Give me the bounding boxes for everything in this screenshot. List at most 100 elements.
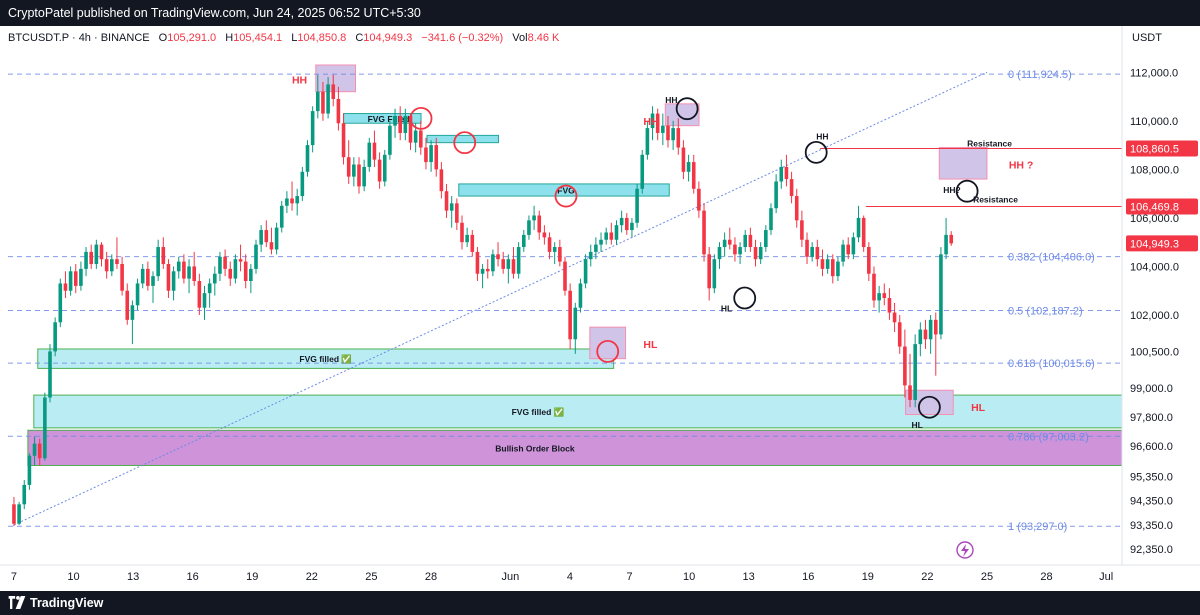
candle-body <box>130 305 135 320</box>
candle-body <box>94 244 99 265</box>
annotation-label: HH? <box>943 185 960 195</box>
candle-body <box>537 215 542 233</box>
candle-body <box>444 191 449 211</box>
time-axis-tick: 10 <box>67 571 79 583</box>
time-axis-tick: 22 <box>921 571 933 583</box>
candle-body <box>413 130 418 143</box>
candle-body <box>671 128 675 141</box>
time-axis-tick: 13 <box>127 571 139 583</box>
zone-hh_box <box>315 64 357 93</box>
candle-body <box>48 351 52 398</box>
candle-body <box>897 322 902 347</box>
candle-body <box>676 128 681 148</box>
candle-body <box>830 259 835 277</box>
candle-body <box>228 268 233 279</box>
candle-body <box>645 128 650 155</box>
pivot-circle-marker <box>596 340 620 363</box>
annotation-label: HH ? <box>1009 160 1033 172</box>
candle-body <box>207 283 212 294</box>
fib-level-label: 0.382 (104,406.0) <box>1008 252 1095 264</box>
annotation-label: HH <box>292 75 307 87</box>
candle-body <box>176 261 181 272</box>
pivot-circle-marker <box>917 395 941 419</box>
candle-body <box>547 237 552 252</box>
candle-body <box>599 239 603 245</box>
candle-body <box>73 271 78 286</box>
candle-body <box>815 247 820 260</box>
candle-body <box>357 164 361 187</box>
price-axis-tick: 99,000.0 <box>1130 383 1173 395</box>
candle-body <box>851 237 856 255</box>
candle-body <box>588 251 593 260</box>
candle-body <box>233 259 238 279</box>
candle-body <box>702 210 706 255</box>
candle-body <box>146 268 150 286</box>
low-label: L <box>291 32 298 44</box>
time-axis-tick: Jul <box>1099 571 1113 583</box>
currency-label: USDT <box>1132 32 1162 44</box>
candle-body <box>661 125 665 133</box>
candle-body <box>913 344 917 400</box>
candle-body <box>485 268 490 272</box>
candle-body <box>120 264 124 291</box>
pivot-circle-marker <box>733 286 757 310</box>
annotation-label: HL <box>971 402 986 414</box>
candle-body <box>516 247 521 274</box>
price-tag-text: 104,949.3 <box>1130 238 1179 250</box>
zone-label: Bullish Order Block <box>495 443 575 453</box>
price-axis <box>1122 48 1200 565</box>
candle-body <box>856 217 861 238</box>
candle-body <box>784 166 789 180</box>
candle-body <box>923 329 928 340</box>
open-value: 105,291.0 <box>167 32 217 44</box>
plot-area <box>8 48 1122 565</box>
pivot-circle-marker <box>453 131 477 155</box>
pivot-circle-marker <box>554 184 578 208</box>
time-axis-tick: 22 <box>306 571 318 583</box>
candle-body <box>398 115 402 133</box>
candle-body <box>274 227 279 250</box>
trend-line <box>13 71 988 526</box>
candle-body <box>681 147 686 172</box>
candle-body <box>377 159 382 182</box>
candle-body <box>686 162 691 172</box>
candle-body <box>79 268 83 286</box>
zone-label: FVG filled ✅ <box>299 354 352 364</box>
zone-hh_box <box>905 389 954 416</box>
candle-body <box>37 443 42 459</box>
candle-body <box>367 142 372 167</box>
time-axis-tick: 25 <box>981 571 993 583</box>
candle-body <box>779 166 784 182</box>
zone-label: FVG Filled <box>368 114 410 124</box>
candle-body <box>403 115 408 133</box>
close-value: 104,949.3 <box>363 32 413 44</box>
price-axis-tick: 102,000.0 <box>1130 310 1179 322</box>
annotation-label: HH <box>665 95 677 105</box>
candle-body <box>295 196 299 204</box>
price-axis-tick: 112,000.0 <box>1130 67 1178 79</box>
candle-body <box>238 259 243 262</box>
price-tag-text: 106,469.8 <box>1130 202 1179 214</box>
candle-body <box>527 220 531 235</box>
price-tag <box>1126 235 1198 252</box>
symbol-header: BTCUSDT.P · 4h · BINANCE O105,291.0 H105… <box>8 32 559 44</box>
candle-body <box>789 179 794 197</box>
candle-body <box>135 283 140 306</box>
candle-body <box>449 203 454 211</box>
candle-body <box>99 244 104 260</box>
candle-body <box>558 247 562 262</box>
pivot-circle-marker <box>675 97 699 121</box>
price-chart[interactable]: FVG filled ✅ Bullish Order Block FVG fille… <box>0 26 1200 591</box>
candle-body <box>867 247 871 274</box>
time-axis-tick: Jun <box>502 571 520 583</box>
candle-body <box>800 220 804 240</box>
candle-body <box>68 271 73 291</box>
zone-fvg <box>33 394 1123 429</box>
candle-body <box>491 254 495 272</box>
published-text: CryptoPatel published on TradingView.com… <box>8 6 421 20</box>
candle-body <box>691 162 696 189</box>
candle-body <box>496 254 500 260</box>
candle-body <box>532 215 536 221</box>
candle-body <box>218 256 222 274</box>
time-axis-tick: 19 <box>862 571 874 583</box>
